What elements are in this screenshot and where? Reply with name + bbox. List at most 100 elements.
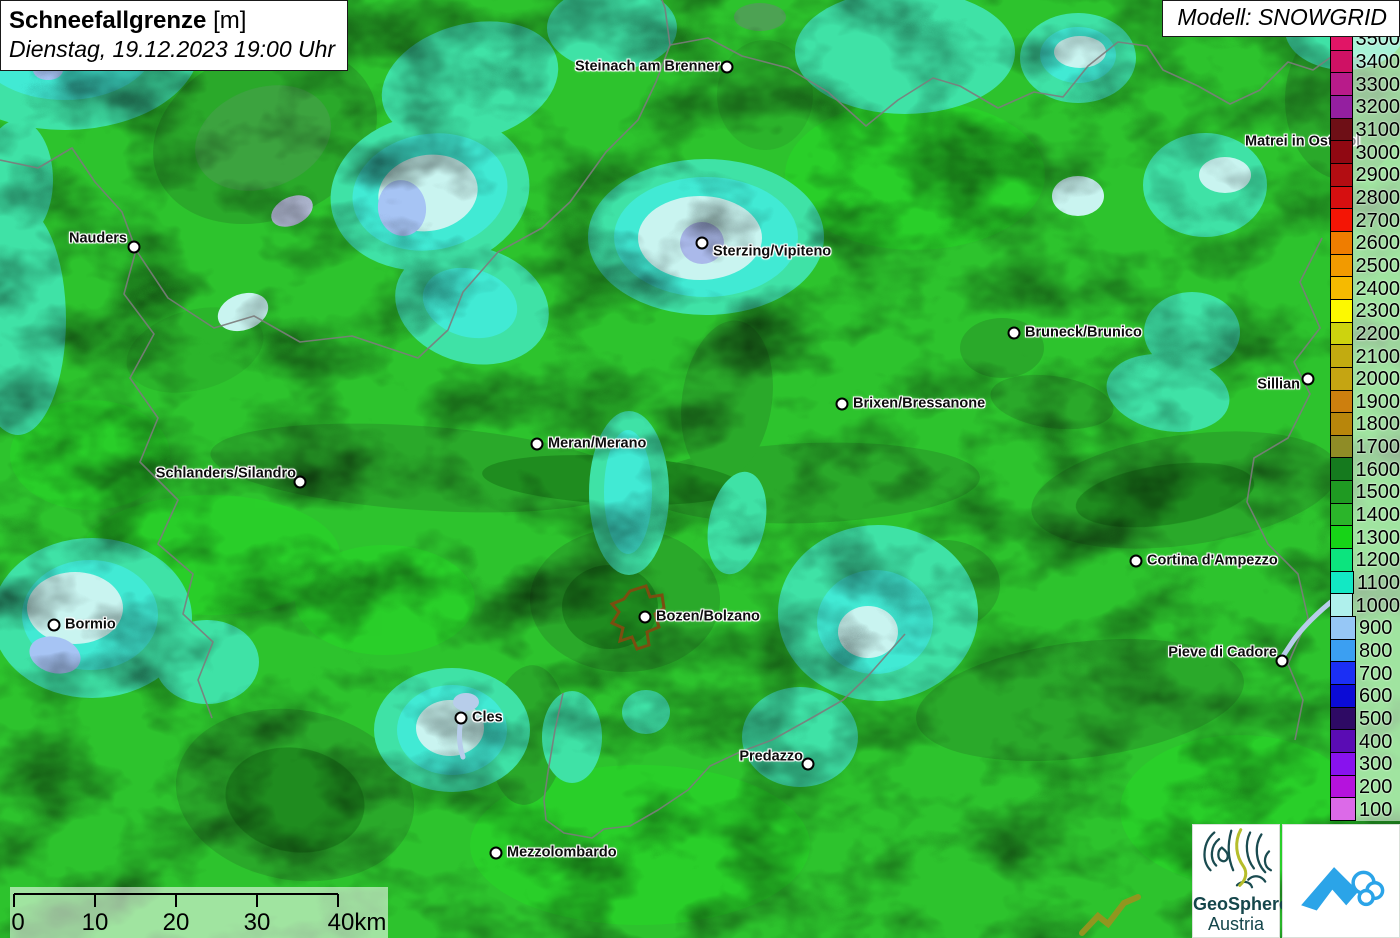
legend-swatch-2500 — [1330, 253, 1353, 278]
legend-swatch-1300 — [1330, 525, 1353, 550]
legend-entry-200: 200 — [1330, 774, 1400, 799]
legend-value-1800: 1800 — [1352, 413, 1400, 436]
legend-entry-600: 600 — [1330, 684, 1400, 708]
legend-swatch-200 — [1330, 774, 1356, 799]
legend-entry-3200: 3200 — [1330, 94, 1400, 119]
legend-entry-700: 700 — [1330, 661, 1400, 686]
legend-swatch-3200 — [1330, 94, 1353, 119]
legend-swatch-1000 — [1330, 593, 1353, 618]
legend-value-900: 900 — [1356, 617, 1400, 640]
map-title: Schneefallgrenze [m] — [9, 6, 335, 35]
legend-swatch-1400 — [1330, 502, 1353, 527]
legend-entry-2900: 2900 — [1330, 162, 1400, 187]
city-label-bruneck-brunico: Bruneck/Brunico — [1025, 324, 1142, 341]
legend-value-3400: 3400 — [1352, 50, 1400, 74]
legend-entry-2200: 2200 — [1330, 321, 1400, 346]
city-marker-sillian — [1301, 372, 1315, 386]
elevation-legend: 3500 3400 3300 3200 3100 3000 2900 2800 2700 2600… — [1330, 28, 1400, 821]
city-marker-steinach-am-brenner — [720, 60, 734, 74]
legend-swatch-1700 — [1330, 434, 1353, 459]
city-label-steinach-am-brenner: Steinach am Brenner — [574, 58, 720, 75]
legend-value-400: 400 — [1356, 730, 1400, 753]
city-marker-meran-merano — [530, 437, 544, 451]
legend-swatch-1600 — [1330, 457, 1353, 482]
legend-swatch-900 — [1330, 616, 1356, 640]
legend-swatch-2800 — [1330, 185, 1353, 210]
legend-value-1300: 1300 — [1352, 526, 1400, 550]
legend-entry-500: 500 — [1330, 706, 1400, 731]
title-main: Schneefallgrenze — [9, 7, 207, 34]
legend-entry-2300: 2300 — [1330, 298, 1400, 323]
legend-swatch-3300 — [1330, 72, 1353, 96]
legend-value-1000: 1000 — [1352, 594, 1400, 618]
legend-entry-800: 800 — [1330, 638, 1400, 663]
legend-value-3000: 3000 — [1352, 141, 1400, 164]
legend-swatch-400 — [1330, 729, 1356, 753]
city-marker-pieve-di-cadore — [1275, 654, 1289, 668]
geosphere-logo-subtext: Austria — [1207, 913, 1265, 934]
legend-swatch-2400 — [1330, 276, 1353, 300]
scale-label-40km: 40km — [327, 909, 387, 936]
title-box: Schneefallgrenze [m] Dienstag, 19.12.202… — [0, 0, 349, 72]
city-marker-cortina-d-ampezzo — [1129, 554, 1143, 568]
legend-swatch-2200 — [1330, 321, 1353, 346]
legend-value-1500: 1500 — [1352, 481, 1400, 504]
legend-entry-3400: 3400 — [1330, 49, 1400, 74]
legend-entry-100: 100 — [1330, 797, 1400, 821]
legend-value-2200: 2200 — [1352, 322, 1400, 346]
city-label-schlanders-silandro: Schlanders/Silandro — [155, 465, 296, 482]
legend-entry-400: 400 — [1330, 729, 1400, 753]
legend-entry-1500: 1500 — [1330, 480, 1400, 504]
legend-swatch-2100 — [1330, 344, 1353, 368]
bozen-boundary — [609, 584, 666, 651]
legend-entry-3000: 3000 — [1330, 140, 1400, 164]
legend-swatch-3400 — [1330, 49, 1353, 74]
olive-streak — [1079, 894, 1141, 936]
legend-value-1700: 1700 — [1352, 435, 1400, 459]
legend-swatch-1800 — [1330, 412, 1353, 436]
legend-value-1400: 1400 — [1352, 503, 1400, 527]
city-label-cortina-d-ampezzo: Cortina d'Ampezzo — [1147, 552, 1278, 569]
city-label-pieve-di-cadore: Pieve di Cadore — [1168, 644, 1277, 661]
legend-entry-300: 300 — [1330, 752, 1400, 776]
city-label-predazzo: Predazzo — [739, 748, 803, 765]
legend-entry-1600: 1600 — [1330, 457, 1400, 482]
legend-value-1100: 1100 — [1353, 571, 1400, 595]
admin-borders — [0, 0, 1361, 839]
legend-entry-900: 900 — [1330, 616, 1400, 640]
legend-value-200: 200 — [1356, 775, 1400, 799]
legend-entry-1200: 1200 — [1330, 548, 1400, 572]
legend-swatch-1500 — [1330, 480, 1353, 504]
city-marker-brixen-bressanone — [835, 397, 849, 411]
legend-swatch-2900 — [1330, 162, 1353, 187]
legend-swatch-800 — [1330, 638, 1356, 663]
legend-value-2700: 2700 — [1352, 209, 1400, 232]
legend-entry-1100: 1100 — [1330, 570, 1400, 595]
legend-value-2400: 2400 — [1352, 277, 1400, 300]
city-label-sillian: Sillian — [1257, 376, 1300, 393]
legend-swatch-1200 — [1330, 548, 1353, 572]
city-marker-bruneck-brunico — [1007, 326, 1021, 340]
legend-entry-2800: 2800 — [1330, 185, 1400, 210]
legend-swatch-3000 — [1330, 140, 1353, 164]
legend-entry-2500: 2500 — [1330, 253, 1400, 278]
city-label-meran-merano: Meran/Merano — [548, 435, 647, 452]
legend-value-700: 700 — [1356, 662, 1400, 686]
legend-swatch-2700 — [1330, 208, 1353, 232]
city-marker-bormio — [47, 618, 61, 632]
legend-value-1900: 1900 — [1352, 390, 1400, 414]
scale-label-0: 0 — [11, 909, 25, 936]
city-marker-nauders — [127, 240, 141, 254]
legend-swatch-300 — [1330, 752, 1356, 776]
scale-label-10: 10 — [81, 909, 109, 936]
legend-swatch-100 — [1330, 797, 1356, 821]
geosphere-contour-icon — [1203, 828, 1273, 889]
legend-value-2800: 2800 — [1352, 186, 1400, 210]
mountain-cloud-logo-icon — [1301, 867, 1385, 911]
legend-entry-3100: 3100 — [1330, 117, 1400, 142]
lake-santa-giustina — [453, 693, 479, 711]
map-datetime: Dienstag, 19.12.2023 19:00 Uhr — [9, 36, 336, 63]
partner-logo-box — [1282, 824, 1400, 938]
